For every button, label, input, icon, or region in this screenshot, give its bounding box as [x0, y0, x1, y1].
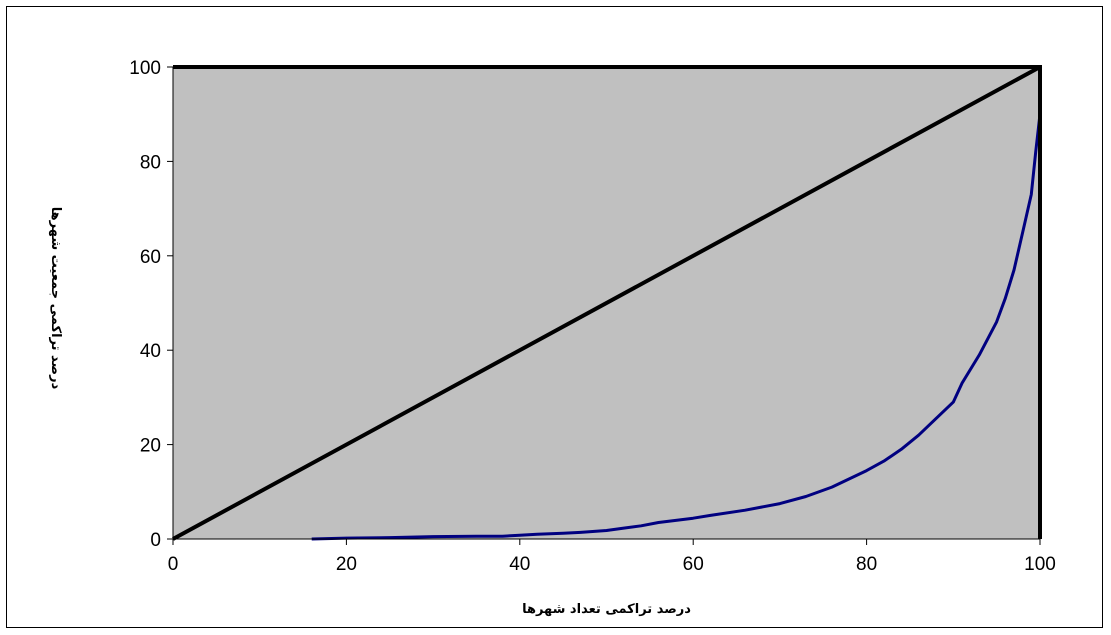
- y-tick-label: 80: [140, 152, 161, 173]
- x-tick-label: 60: [683, 554, 704, 575]
- chart-frame: 0 20 40 60 80 100 0 20 40 60 80 100 درصد تراکمی تع…: [6, 6, 1103, 628]
- y-tick-label: 60: [140, 247, 161, 268]
- x-axis-title: درصد تراکمی تعداد شهرها: [522, 602, 691, 617]
- y-axis-ticks: 0 20 40 60 80 100: [129, 58, 173, 551]
- y-tick-label: 20: [140, 436, 161, 457]
- plot-border: [173, 65, 1042, 539]
- x-tick-label: 0: [168, 554, 179, 575]
- x-tick-label: 80: [856, 554, 877, 575]
- y-axis-title: درصد تراکمی جمعیت شهرها: [48, 207, 63, 390]
- x-tick-label: 40: [509, 554, 530, 575]
- y-tick-label: 100: [129, 58, 161, 79]
- lorenz-curve: [311, 67, 1042, 541]
- equality-line: [172, 65, 1041, 541]
- y-tick-label: 0: [150, 530, 161, 551]
- series-layer: [172, 65, 1042, 541]
- x-tick-label: 20: [336, 554, 357, 575]
- y-tick-label: 40: [140, 341, 161, 362]
- chart-svg: 0 20 40 60 80 100 0 20 40 60 80 100 درصد تراکمی تع…: [48, 58, 1056, 617]
- x-axis-ticks: 0 20 40 60 80 100: [168, 539, 1056, 575]
- x-tick-label: 100: [1024, 554, 1056, 575]
